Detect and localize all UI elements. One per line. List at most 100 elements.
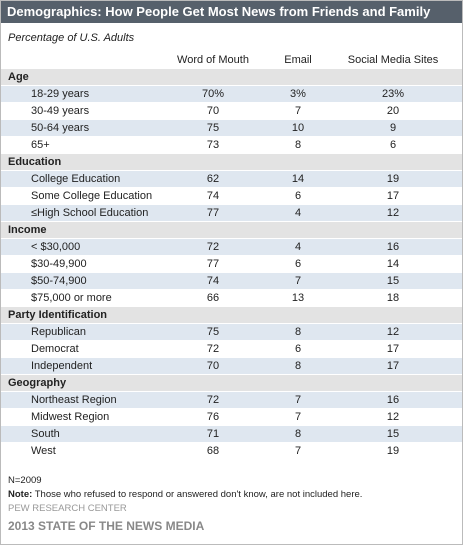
row-label: $50-74,900 (31, 275, 87, 287)
column-header: Word of Mouth (177, 54, 249, 66)
table-row: Democrat 72 6 17 (1, 341, 462, 358)
cell: 17 (386, 360, 400, 372)
cell: 17 (386, 190, 400, 202)
cell: 18 (386, 292, 400, 304)
cell: 6 (294, 343, 302, 355)
row-label: ≤High School Education (31, 207, 149, 219)
header-blank (1, 52, 171, 68)
table-row: Republican 75 8 12 (1, 324, 462, 341)
row-label: Northeast Region (31, 394, 117, 406)
header-row: Word of Mouth Email Social Media Sites (1, 52, 462, 69)
section-header: Age (1, 69, 462, 86)
cell: 70 (206, 105, 220, 117)
row-label: Independent (31, 360, 93, 372)
cell: 7 (294, 275, 302, 287)
row-label: College Education (31, 173, 121, 185)
sample-size: N=2009 (8, 475, 42, 486)
cell: 23% (381, 88, 405, 100)
footer: N=2009 Note: Those who refused to respon… (8, 475, 362, 533)
cell: 19 (386, 445, 400, 457)
column-header: Email (284, 54, 312, 66)
table-row: 30-49 years 70 7 20 (1, 103, 462, 120)
cell: 15 (386, 275, 400, 287)
cell: 12 (386, 326, 400, 338)
cell: 73 (206, 139, 220, 151)
subtitle: Percentage of U.S. Adults (8, 32, 135, 44)
cell: 7 (294, 411, 302, 423)
note: Note: Those who refused to respond or an… (8, 489, 362, 503)
cell: 14 (291, 173, 305, 185)
cell: 68 (206, 445, 220, 457)
cell: 71 (206, 428, 220, 440)
section-header: Party Identification (1, 307, 462, 324)
cell: 12 (386, 411, 400, 423)
source: PEW RESEARCH CENTER (8, 503, 127, 514)
cell: 75 (206, 326, 220, 338)
cell: 72 (206, 394, 220, 406)
section-header: Income (1, 222, 462, 239)
row-label: 65+ (31, 139, 50, 151)
table-row: < $30,000 72 4 16 (1, 239, 462, 256)
table-row: South 71 8 15 (1, 426, 462, 443)
table-row: 65+ 73 8 6 (1, 137, 462, 154)
cell: 9 (389, 122, 397, 134)
table-row: Some College Education 74 6 17 (1, 188, 462, 205)
cell: 20 (386, 105, 400, 117)
cell: 4 (294, 241, 302, 253)
table-row: 50-64 years 75 10 9 (1, 120, 462, 137)
cell: 77 (206, 207, 220, 219)
row-label: 30-49 years (31, 105, 90, 117)
cell: 13 (291, 292, 305, 304)
cell: 74 (206, 275, 220, 287)
cell: 62 (206, 173, 220, 185)
table-row: $75,000 or more 66 13 18 (1, 290, 462, 307)
cell: 12 (386, 207, 400, 219)
table-row: $50-74,900 74 7 15 (1, 273, 462, 290)
row-label: 18-29 years (31, 88, 90, 100)
cell: 17 (386, 343, 400, 355)
cell: 19 (386, 173, 400, 185)
cell: 7 (294, 394, 302, 406)
cell: 6 (294, 190, 302, 202)
cell: 70 (206, 360, 220, 372)
cell: 76 (206, 411, 220, 423)
cell: 14 (386, 258, 400, 270)
cell: 8 (294, 139, 302, 151)
table-row: Midwest Region 76 7 12 (1, 409, 462, 426)
cell: 8 (294, 326, 302, 338)
cell: 66 (206, 292, 220, 304)
table-row: Northeast Region 72 7 16 (1, 392, 462, 409)
table-row: Independent 70 8 17 (1, 358, 462, 375)
cell: 77 (206, 258, 220, 270)
table-row: $30-49,900 77 6 14 (1, 256, 462, 273)
cell: 3% (290, 88, 306, 100)
cell: 10 (291, 122, 305, 134)
row-label: Midwest Region (31, 411, 110, 423)
table-row: ≤High School Education 77 4 12 (1, 205, 462, 222)
row-label: $30-49,900 (31, 258, 87, 270)
cell: 7 (294, 445, 302, 457)
row-label: West (31, 445, 56, 457)
note-label: Note: (8, 489, 33, 500)
row-label: South (31, 428, 60, 440)
row-label: Republican (31, 326, 87, 338)
cell: 72 (206, 241, 220, 253)
row-label: Democrat (31, 343, 79, 355)
cell: 70% (201, 88, 225, 100)
cell: 74 (206, 190, 220, 202)
table: Word of Mouth Email Social Media Sites Age 1… (1, 52, 462, 460)
cell: 6 (389, 139, 397, 151)
section-header: Geography (1, 375, 462, 392)
table-row: 18-29 years 70% 3% 23% (1, 86, 462, 103)
cell: 16 (386, 394, 400, 406)
cell: 6 (294, 258, 302, 270)
row-label: < $30,000 (31, 241, 81, 253)
cell: 8 (294, 360, 302, 372)
title: Demographics: How People Get Most News f… (1, 1, 462, 23)
publication: 2013 STATE OF THE NEWS MEDIA (8, 519, 205, 533)
cell: 15 (386, 428, 400, 440)
cell: 16 (386, 241, 400, 253)
cell: 7 (294, 105, 302, 117)
row-label: $75,000 or more (31, 292, 112, 304)
